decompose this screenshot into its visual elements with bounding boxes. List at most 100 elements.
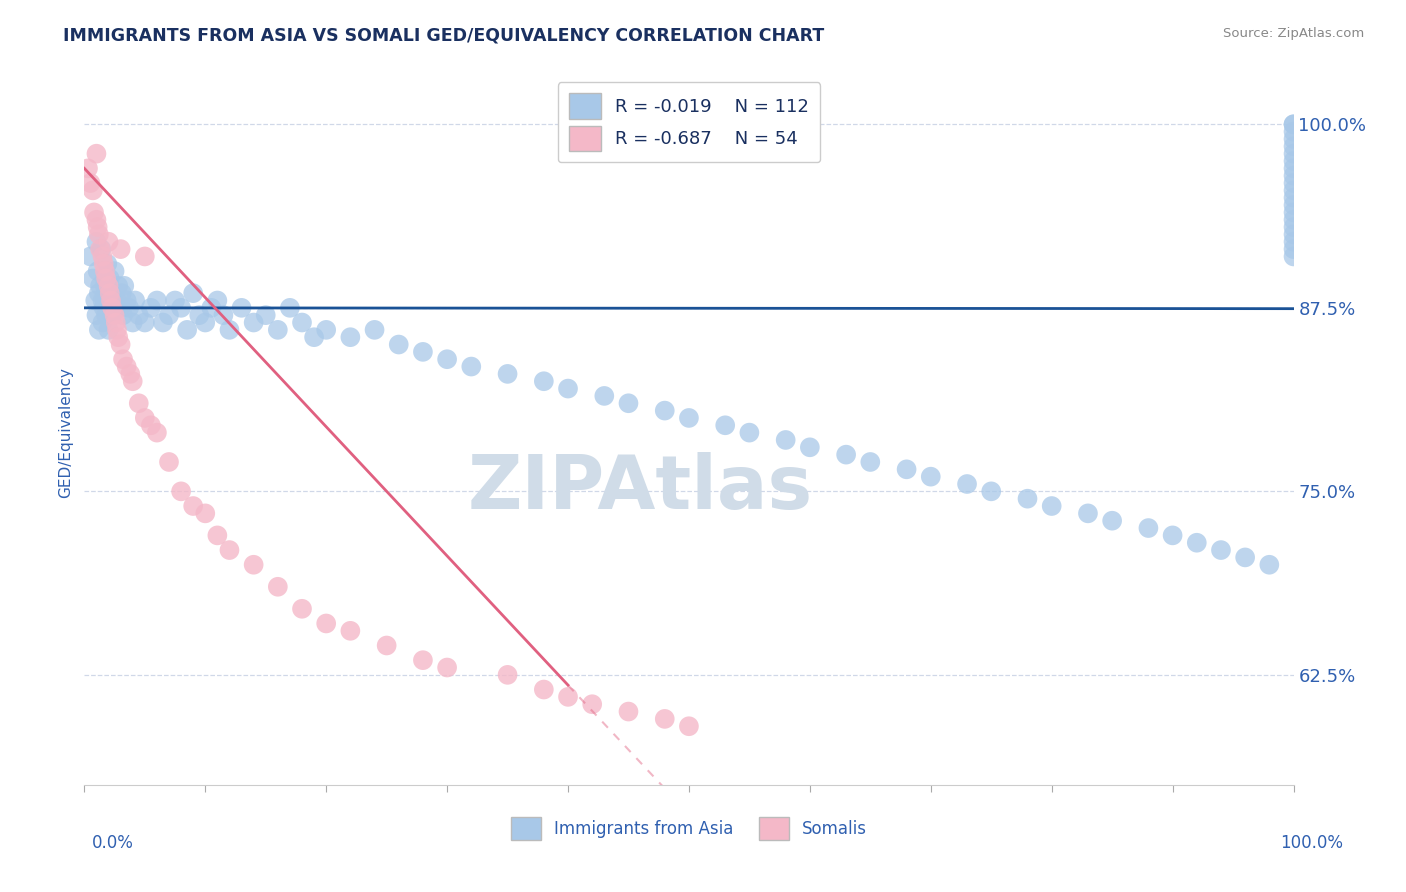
Point	[100, 293, 122, 308]
Point	[79, 176, 101, 190]
Point	[617, 396, 640, 410]
Point	[859, 455, 882, 469]
Point	[1234, 550, 1257, 565]
Point	[101, 308, 124, 322]
Point	[1282, 205, 1305, 219]
Point	[101, 301, 124, 315]
Point	[315, 323, 337, 337]
Point	[1282, 176, 1305, 190]
Point	[107, 278, 129, 293]
Point	[104, 316, 127, 330]
Point	[593, 389, 616, 403]
Point	[1282, 212, 1305, 227]
Point	[1282, 220, 1305, 235]
Point	[139, 418, 162, 433]
Point	[124, 293, 146, 308]
Point	[112, 278, 135, 293]
Point	[1040, 499, 1063, 513]
Point	[581, 697, 603, 711]
Point	[86, 235, 108, 249]
Point	[87, 227, 110, 242]
Point	[1185, 535, 1208, 549]
Point	[104, 308, 127, 322]
Point	[775, 433, 797, 447]
Point	[98, 286, 121, 301]
Point	[94, 278, 117, 293]
Point	[1282, 198, 1305, 212]
Point	[82, 271, 104, 285]
Point	[97, 323, 120, 337]
Point	[339, 330, 361, 344]
Point	[120, 367, 142, 381]
Y-axis label: GED/Equivalency: GED/Equivalency	[58, 368, 73, 498]
Point	[91, 249, 114, 264]
Point	[118, 301, 141, 315]
Point	[170, 484, 193, 499]
Point	[194, 316, 217, 330]
Point	[112, 352, 135, 367]
Point	[105, 293, 128, 308]
Point	[110, 242, 132, 256]
Point	[1282, 117, 1305, 131]
Point	[139, 301, 162, 315]
Point	[1137, 521, 1160, 535]
Point	[1077, 507, 1099, 521]
Point	[176, 323, 198, 337]
Point	[896, 462, 918, 476]
Point	[436, 352, 458, 367]
Point	[188, 308, 211, 322]
Point	[181, 499, 204, 513]
Point	[86, 264, 108, 278]
Point	[91, 293, 114, 308]
Point	[86, 308, 108, 322]
Point	[678, 411, 700, 425]
Point	[267, 323, 290, 337]
Point	[315, 616, 337, 631]
Point	[363, 323, 385, 337]
Point	[291, 316, 314, 330]
Point	[231, 301, 253, 315]
Point	[254, 308, 277, 322]
Point	[496, 668, 519, 682]
Point	[93, 301, 115, 315]
Text: Source: ZipAtlas.com: Source: ZipAtlas.com	[1223, 27, 1364, 40]
Point	[94, 293, 117, 308]
Point	[83, 205, 105, 219]
Point	[110, 337, 132, 351]
Point	[89, 278, 111, 293]
Point	[1282, 249, 1305, 264]
Point	[107, 330, 129, 344]
Point	[104, 301, 127, 315]
Point	[90, 242, 112, 256]
Point	[920, 469, 942, 483]
Point	[1258, 558, 1281, 572]
Point	[112, 308, 135, 322]
Point	[97, 278, 120, 293]
Point	[1282, 235, 1305, 249]
Point	[1282, 183, 1305, 197]
Point	[121, 374, 143, 388]
Point	[96, 257, 118, 271]
Point	[207, 293, 229, 308]
Point	[412, 653, 434, 667]
Point	[97, 293, 120, 308]
Point	[1282, 146, 1305, 161]
Point	[146, 293, 169, 308]
Text: 100.0%: 100.0%	[1279, 834, 1343, 852]
Point	[79, 249, 101, 264]
Point	[115, 293, 138, 308]
Point	[104, 264, 127, 278]
Point	[678, 719, 700, 733]
Point	[87, 286, 110, 301]
Point	[103, 293, 125, 308]
Point	[170, 301, 193, 315]
Point	[218, 543, 240, 558]
Point	[436, 660, 458, 674]
Legend: Immigrants from Asia, Somalis: Immigrants from Asia, Somalis	[505, 810, 873, 847]
Text: 0.0%: 0.0%	[91, 834, 134, 852]
Point	[105, 323, 128, 337]
Point	[533, 374, 555, 388]
Point	[1282, 227, 1305, 242]
Point	[100, 286, 122, 301]
Point	[94, 308, 117, 322]
